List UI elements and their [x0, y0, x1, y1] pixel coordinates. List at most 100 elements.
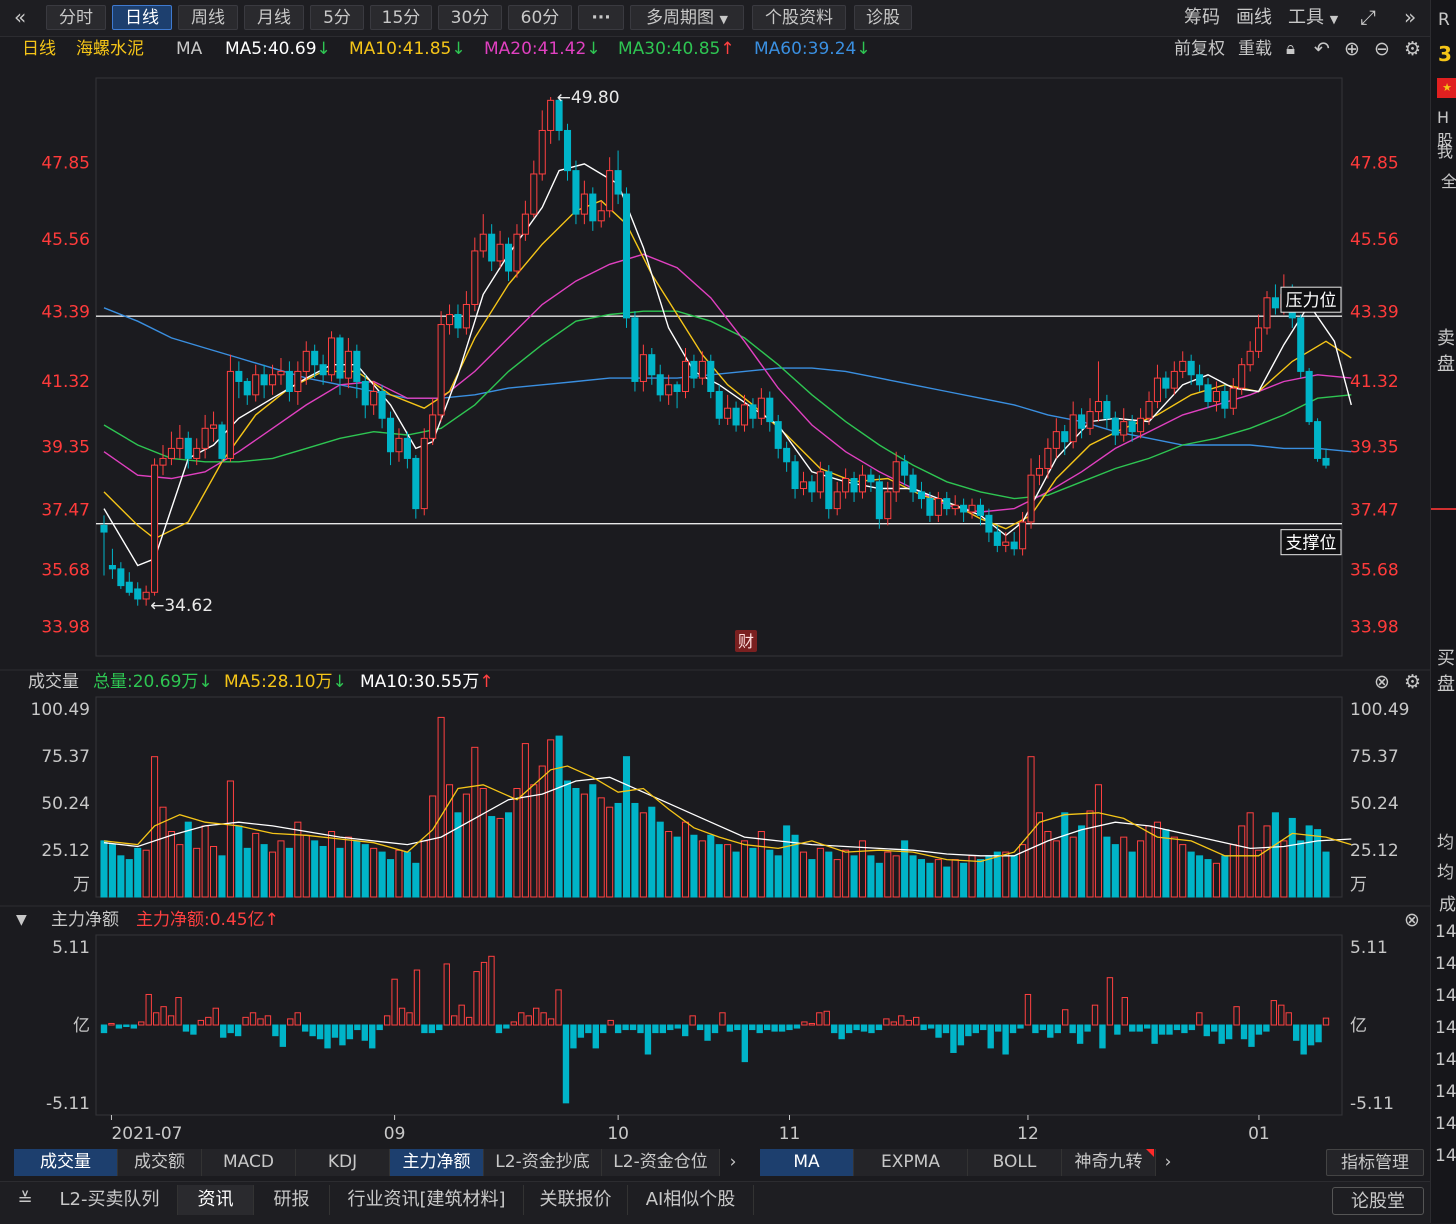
candle-body: [1002, 541, 1010, 546]
candle: [563, 123, 572, 181]
candle: [580, 180, 588, 225]
netflow-bar: [771, 1024, 778, 1032]
candle: [1263, 291, 1271, 335]
close-icon[interactable]: ⊗: [1404, 909, 1420, 931]
netflow-bar: [130, 1024, 137, 1029]
forward-icon[interactable]: »: [1404, 5, 1417, 29]
volume-bar: [707, 834, 715, 898]
chips-button[interactable]: 筹码: [1184, 7, 1220, 28]
tab-kdj[interactable]: KDJ: [296, 1149, 390, 1176]
candle: [471, 237, 479, 312]
btab-related-quotes[interactable]: 关联报价: [524, 1185, 628, 1215]
volume-bar: [218, 855, 226, 898]
netflow-bar: [1151, 1024, 1158, 1044]
candle: [269, 364, 277, 395]
netflow-bar: [376, 1024, 383, 1031]
netflow-bar: [793, 1024, 801, 1029]
right-sell-pan: 盘: [1437, 354, 1455, 375]
tab-boll[interactable]: BOLL: [968, 1149, 1062, 1176]
chevron-right-icon[interactable]: ›: [729, 1152, 737, 1172]
candle-body: [673, 384, 681, 392]
back-icon[interactable]: «: [14, 5, 27, 29]
period-60min[interactable]: 60分: [508, 5, 572, 30]
netflow-bar: [927, 1024, 935, 1029]
volume-bar: [395, 849, 403, 898]
netflow-bar: [1203, 1024, 1210, 1037]
candle: [673, 381, 681, 409]
expand-icon[interactable]: ⤢: [1360, 5, 1376, 29]
volume-bar: [993, 851, 1001, 898]
candle-body: [909, 474, 917, 493]
tab-l2-bottom[interactable]: L2-资金抄底: [484, 1149, 602, 1176]
ma-indicator-label[interactable]: MA: [176, 39, 203, 59]
fuquan-button[interactable]: 前复权: [1174, 39, 1225, 59]
tab-amount[interactable]: 成交额: [118, 1149, 202, 1176]
multi-period-dropdown[interactable]: 多周期图 ▼: [630, 5, 744, 30]
tab-netflow[interactable]: 主力净额: [390, 1149, 484, 1176]
zoom-out-icon[interactable]: ⊖: [1374, 38, 1390, 60]
tab-magic-nine[interactable]: 神奇九转: [1062, 1149, 1156, 1176]
right-me[interactable]: 我: [1437, 142, 1454, 161]
tab-expma[interactable]: EXPMA: [854, 1149, 968, 1176]
candle-body: [412, 457, 420, 510]
collapse-double-icon[interactable]: ≚: [17, 1189, 33, 1210]
period-fenshi[interactable]: 分时: [46, 5, 106, 30]
gear-icon[interactable]: ⚙: [1404, 671, 1422, 693]
candle: [622, 187, 631, 328]
price-tick-left: 41.32: [41, 372, 90, 392]
period-30min[interactable]: 30分: [438, 5, 502, 30]
btab-research[interactable]: 研报: [254, 1185, 330, 1215]
draw-line-button[interactable]: 画线: [1236, 7, 1272, 28]
candle-body: [387, 417, 395, 453]
volume-bar: [496, 817, 504, 898]
indicator-manage-button[interactable]: 指标管理: [1326, 1149, 1424, 1176]
undo-icon[interactable]: ↶: [1314, 38, 1330, 60]
candle-body: [875, 481, 883, 520]
tab-volume[interactable]: 成交量: [14, 1149, 118, 1176]
tools-dropdown[interactable]: 工具 ▼: [1288, 5, 1338, 30]
btab-news[interactable]: 资讯: [178, 1185, 254, 1215]
collapse-icon[interactable]: ▼: [16, 912, 27, 928]
btab-industry-news[interactable]: 行业资讯[建筑材料]: [330, 1185, 524, 1215]
lock-icon[interactable]: 🔒︎: [1286, 39, 1296, 59]
period-day[interactable]: 日线: [112, 5, 172, 30]
zoom-in-icon[interactable]: ⊕: [1344, 38, 1360, 60]
period-week[interactable]: 周线: [178, 5, 238, 30]
reload-button[interactable]: 重载: [1238, 39, 1272, 59]
period-month[interactable]: 月线: [244, 5, 304, 30]
right-t4: 14: [1435, 1018, 1456, 1038]
diagnose-button[interactable]: 诊股: [854, 5, 912, 30]
candle-body: [724, 407, 732, 419]
candle: [201, 414, 209, 459]
btab-l2-queue[interactable]: L2-买卖队列: [42, 1185, 178, 1215]
kline-chart[interactable]: 47.85 47.85 45.56 45.56 43.39 43.39 41.32 41.32…: [0, 60, 1430, 1145]
price-tick-left: 45.56: [41, 230, 90, 250]
volume-tick-right: 25.12: [1350, 841, 1399, 861]
netflow-bar: [220, 1024, 227, 1038]
lungu-button[interactable]: 论股堂: [1332, 1187, 1424, 1215]
candle-body: [572, 170, 580, 215]
right-t8: 14: [1435, 1146, 1456, 1166]
volume-bar: [328, 831, 336, 898]
btab-ai-similar[interactable]: AI相似个股: [628, 1185, 754, 1215]
netflow-bar: [734, 1024, 741, 1031]
tab-l2-position[interactable]: L2-资金仓位: [602, 1149, 720, 1176]
candle: [302, 341, 310, 385]
more-periods-button[interactable]: ···: [578, 5, 624, 30]
right-all[interactable]: 全: [1441, 172, 1456, 191]
candle: [825, 465, 833, 519]
chevron-right-icon[interactable]: ›: [1164, 1152, 1172, 1172]
candle: [951, 495, 959, 516]
volume-title[interactable]: 成交量: [28, 672, 79, 692]
close-icon[interactable]: ⊗: [1374, 671, 1390, 693]
candle-body: [243, 380, 251, 396]
volume-bar: [1052, 840, 1060, 898]
right-hshare[interactable]: H股: [1437, 108, 1454, 150]
tab-ma[interactable]: MA: [760, 1149, 854, 1176]
tab-macd[interactable]: MACD: [202, 1149, 296, 1176]
netflow-title[interactable]: 主力净额: [51, 910, 119, 930]
stock-info-button[interactable]: 个股资料: [752, 5, 846, 30]
period-15min[interactable]: 15分: [370, 5, 432, 30]
period-5min[interactable]: 5分: [310, 5, 364, 30]
gear-icon[interactable]: ⚙: [1404, 38, 1422, 60]
